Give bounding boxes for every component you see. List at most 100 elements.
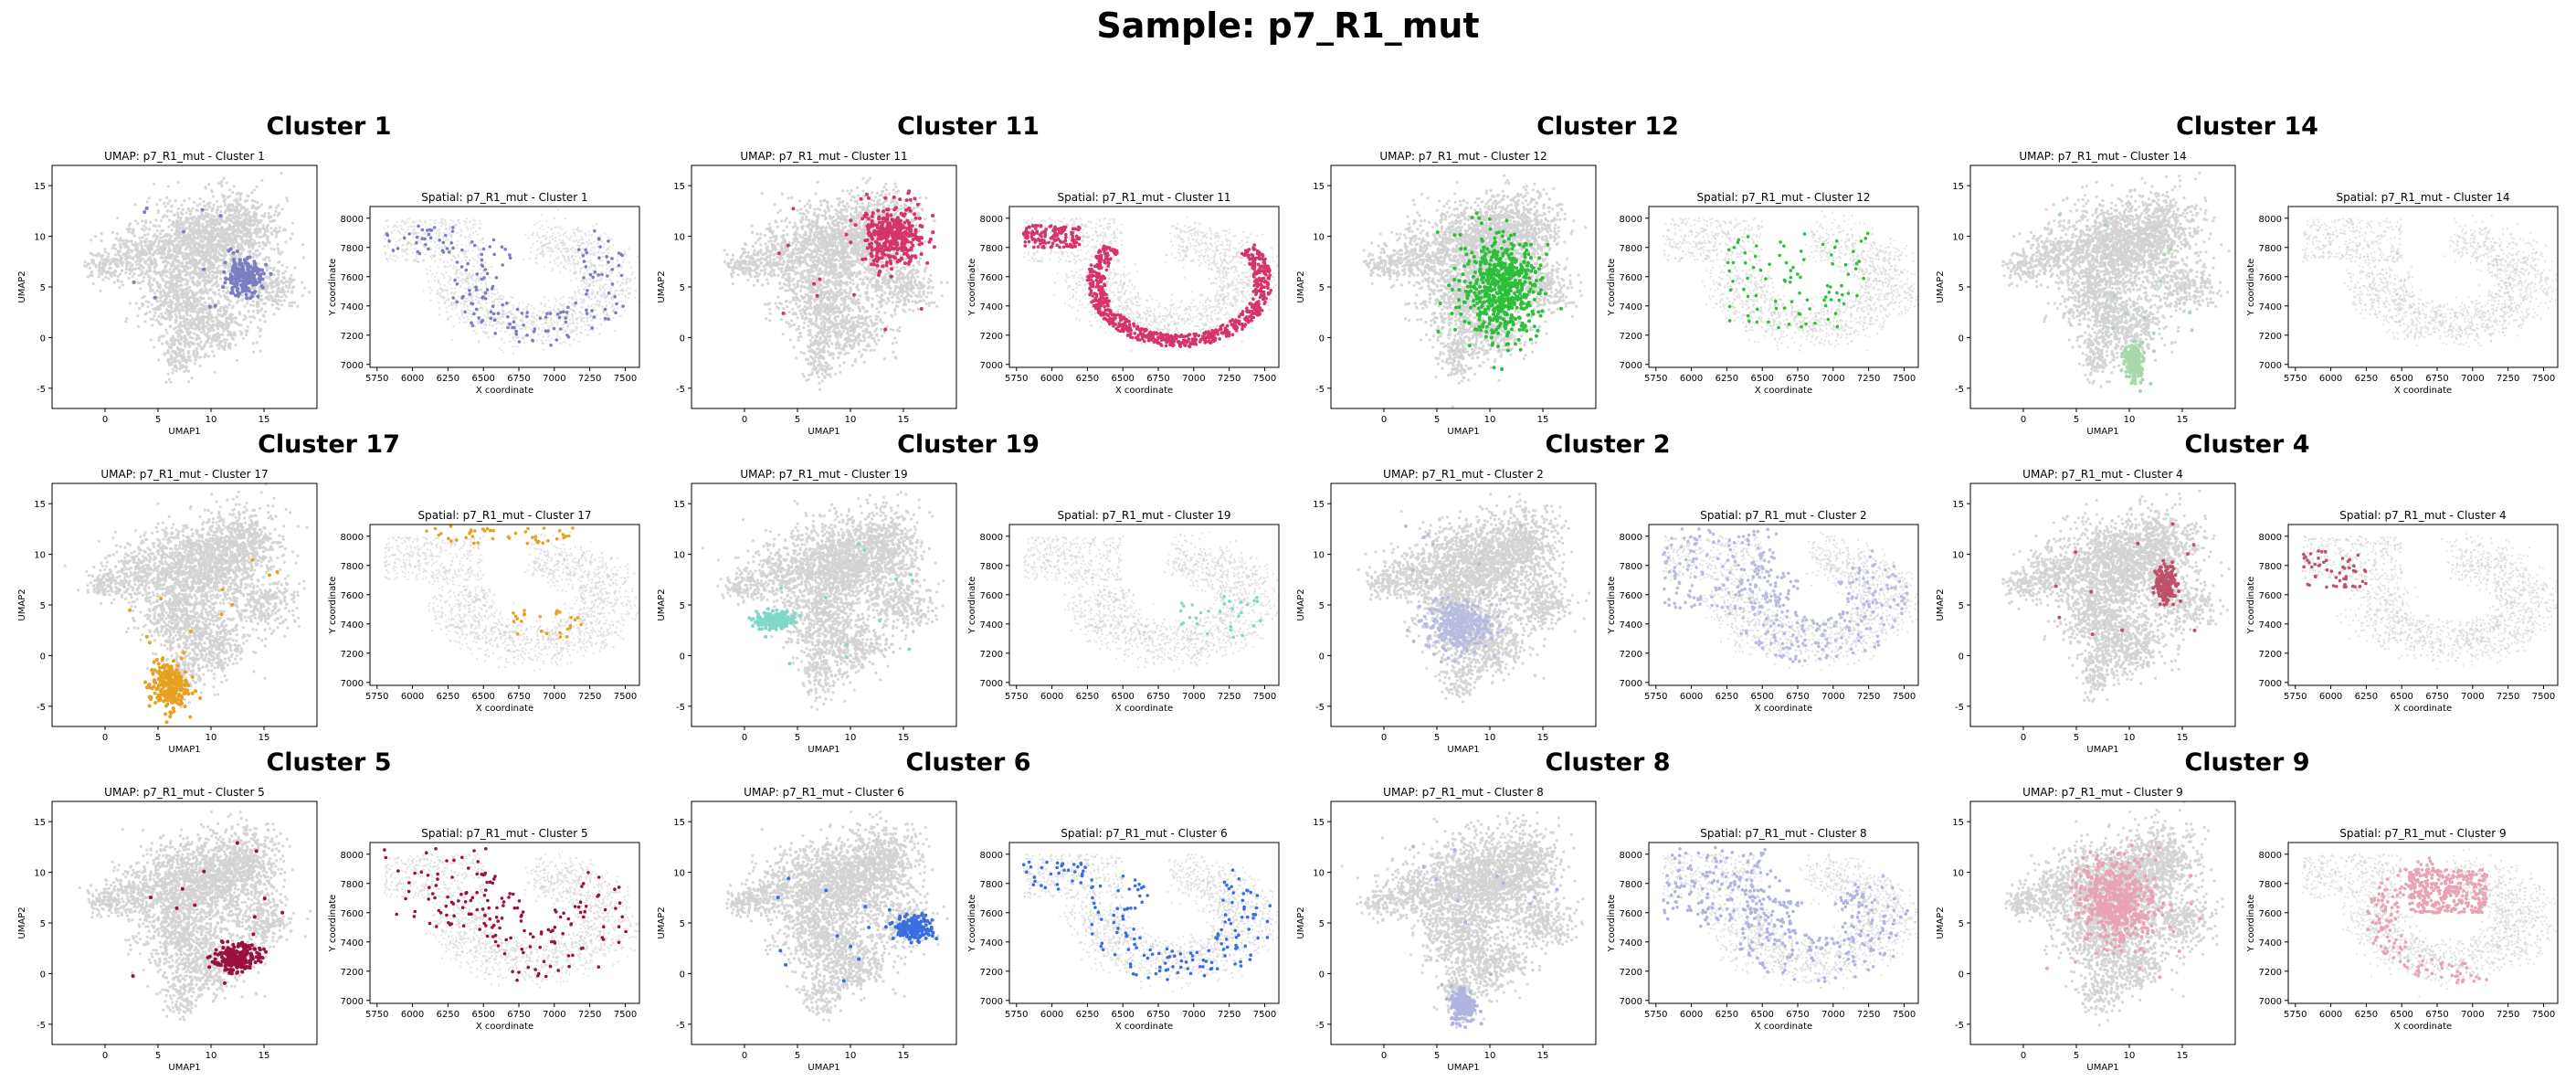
background-point: [287, 290, 290, 292]
background-point: [292, 285, 295, 288]
background-point: [196, 280, 199, 282]
background-point: [296, 305, 299, 308]
background-point: [199, 197, 202, 200]
background-point: [103, 248, 106, 250]
background-point: [124, 271, 127, 274]
background-point: [195, 204, 198, 207]
background-point: [118, 239, 121, 242]
background-point: [148, 228, 151, 230]
background-point: [259, 245, 261, 248]
background-point: [170, 210, 173, 213]
background-point: [111, 247, 114, 249]
background-point: [206, 203, 209, 206]
background-point: [232, 338, 235, 341]
background-point: [219, 206, 222, 208]
background-point: [159, 198, 162, 201]
background-point: [278, 212, 280, 215]
background-point: [256, 341, 259, 344]
background-point: [89, 267, 91, 270]
background-point: [278, 308, 280, 311]
background-point: [258, 219, 260, 222]
background-point: [98, 275, 100, 278]
background-point: [142, 280, 144, 282]
background-point: [245, 209, 248, 212]
background-point: [255, 186, 258, 188]
background-point: [153, 312, 156, 314]
background-point: [217, 250, 220, 253]
background-point: [282, 276, 285, 279]
background-point: [260, 294, 263, 297]
background-point: [172, 371, 174, 374]
background-point: [164, 239, 167, 241]
background-point: [148, 196, 151, 199]
background-point: [216, 260, 218, 263]
background-point: [154, 262, 157, 265]
background-point: [248, 315, 251, 318]
background-point: [94, 235, 97, 238]
background-point: [179, 288, 182, 291]
background-point: [145, 227, 148, 229]
background-point: [124, 320, 127, 323]
background-point: [199, 229, 202, 232]
background-point: [252, 342, 255, 345]
background-point: [169, 325, 172, 328]
background-point: [211, 350, 214, 353]
background-point: [236, 193, 238, 196]
background-point: [217, 259, 220, 261]
background-point: [257, 201, 259, 204]
background-point: [160, 219, 163, 222]
background-point: [159, 296, 162, 299]
background-point: [132, 228, 134, 231]
background-point: [269, 220, 271, 223]
background-point: [194, 272, 196, 275]
background-point: [149, 311, 152, 313]
background-point: [129, 302, 132, 305]
background-point: [171, 243, 174, 246]
background-point: [258, 302, 260, 305]
background-point: [138, 307, 141, 310]
background-point: [277, 230, 280, 233]
background-point: [278, 260, 280, 263]
background-point: [115, 237, 118, 239]
background-point: [209, 345, 212, 347]
background-point: [168, 218, 171, 221]
background-point: [183, 340, 185, 343]
background-point: [160, 313, 163, 315]
background-point: [286, 199, 289, 202]
background-point: [163, 334, 165, 337]
background-point: [217, 289, 220, 292]
background-point: [291, 222, 294, 225]
background-point: [206, 269, 209, 271]
background-point: [155, 203, 158, 206]
background-point: [194, 362, 196, 365]
background-point: [285, 196, 288, 199]
background-point: [251, 199, 254, 202]
background-point: [209, 329, 212, 332]
background-point: [217, 182, 220, 185]
background-point: [111, 244, 114, 247]
background-point: [252, 351, 255, 354]
background-point: [208, 311, 211, 313]
background-point: [266, 276, 269, 279]
background-point: [210, 190, 213, 193]
background-point: [256, 305, 259, 308]
background-point: [154, 225, 157, 228]
background-point: [217, 292, 220, 295]
background-point: [138, 274, 141, 277]
background-point: [153, 183, 155, 186]
background-point: [219, 272, 222, 275]
background-point: [145, 300, 148, 302]
background-point: [271, 280, 274, 282]
background-point: [142, 237, 144, 239]
background-point: [272, 269, 275, 271]
background-point: [270, 231, 273, 234]
background-point: [126, 240, 129, 243]
background-point: [190, 307, 193, 310]
background-point: [194, 323, 196, 325]
background-point: [247, 325, 249, 328]
background-point: [132, 275, 134, 278]
background-point: [169, 268, 172, 270]
background-point: [220, 259, 223, 261]
background-point: [181, 204, 184, 207]
background-point: [233, 199, 236, 202]
